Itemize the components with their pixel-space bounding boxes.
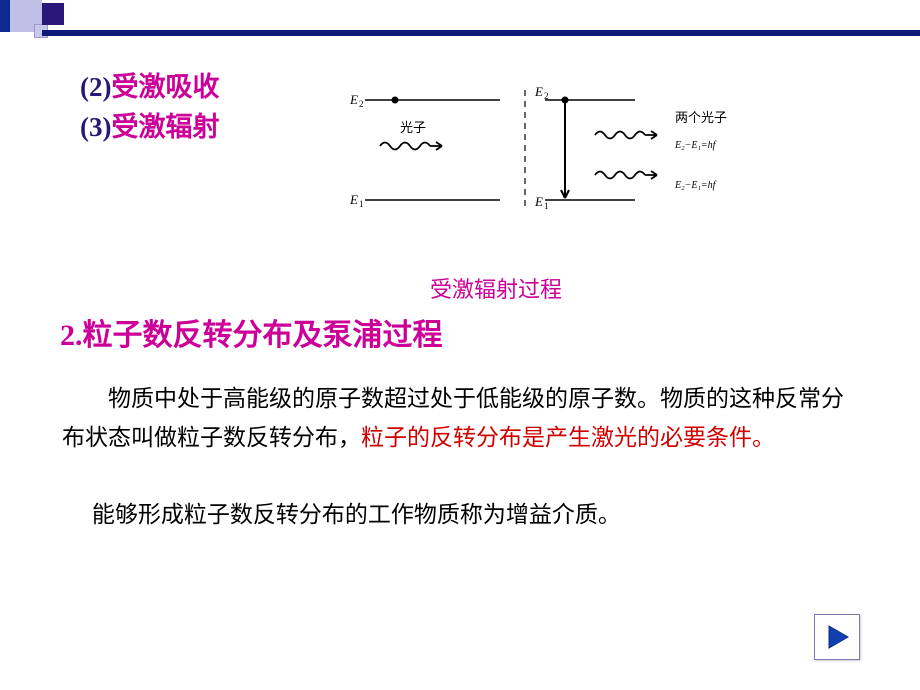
paragraph-1-red: 粒子的反转分布是产生激光的必要条件。 (361, 425, 775, 450)
paragraph-1: 物质中处于高能级的原子数超过处于低能级的原子数。物质的这种反常分布状态叫做粒子数… (62, 379, 860, 457)
heading-2-text: 受激吸收 (111, 72, 219, 102)
emission-diagram: E 2 E 1 光子 E 2 E 1 (335, 80, 755, 220)
diagram-caption: 受激辐射过程 (430, 272, 562, 304)
svg-text:2: 2 (359, 99, 364, 109)
diagram-eq-2: E₂−E₁=hf (674, 180, 717, 191)
heading-item-2: (2)受激吸收 (80, 65, 219, 104)
diagram-left-e2: E (349, 92, 358, 107)
heading-2-number: (2) (80, 72, 111, 102)
heading-3-number: (3) (80, 112, 111, 142)
svg-text:2: 2 (544, 91, 549, 101)
diagram-right-e2: E (534, 84, 543, 99)
play-triangle-icon (822, 622, 852, 652)
diagram-right-e1: E (534, 194, 543, 209)
next-slide-button[interactable] (814, 614, 860, 660)
paragraph-2-text: 能够形成粒子数反转分布的工作物质称为增益介质。 (92, 502, 621, 527)
deco-dark-box (42, 3, 64, 25)
heading-3-text: 受激辐射 (111, 112, 219, 142)
svg-text:1: 1 (544, 201, 549, 211)
diagram-eq-1: E₂−E₁=hf (674, 140, 717, 151)
diagram-left-e1: E (349, 192, 358, 207)
diagram-two-photons-label: 两个光子 (675, 110, 727, 125)
diagram-photon-label: 光子 (400, 120, 426, 135)
deco-stripe-left (0, 0, 10, 32)
paragraph-2: 能够形成粒子数反转分布的工作物质称为增益介质。 (62, 495, 860, 534)
section-2-title: 2.粒子数反转分布及泵浦过程 (60, 310, 443, 354)
slide: (2)受激吸收 (3)受激辐射 E 2 E 1 光子 E 2 E 1 (0, 0, 920, 690)
svg-text:1: 1 (359, 199, 364, 209)
heading-item-3: (3)受激辐射 (80, 105, 219, 144)
deco-top-bar (42, 30, 920, 36)
